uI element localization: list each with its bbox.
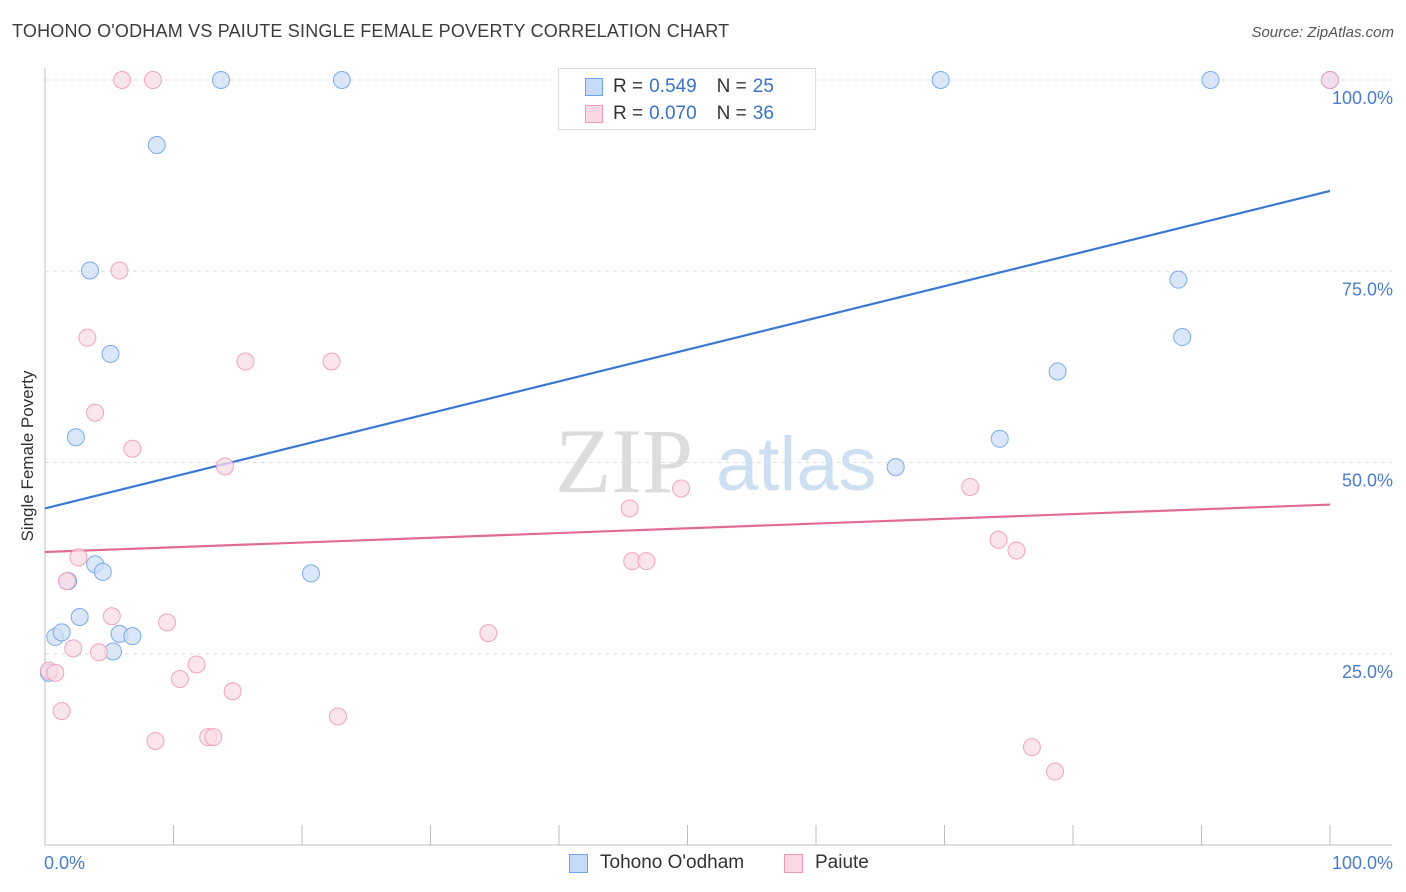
data-point-tohono (66, 428, 85, 447)
bottom-legend: Tohono O'odham Paiute (0, 852, 1406, 876)
data-point-paiute (143, 71, 162, 89)
watermark-atlas: atlas (716, 422, 877, 507)
x-tick-label: 0.0% (44, 853, 85, 873)
data-point-paiute (113, 71, 132, 89)
data-point-paiute (322, 352, 341, 371)
data-point-paiute (146, 731, 165, 750)
data-point-tohono (80, 261, 99, 280)
data-point-tohono (212, 71, 231, 89)
x-tick-label: 100.0% (1332, 853, 1393, 873)
data-point-tohono (301, 564, 320, 583)
y-tick-labels: 25.0% 50.0% 75.0% 100.0% (1332, 88, 1393, 682)
legend-r-label: R = (613, 103, 644, 124)
legend-box: R = 0.549 N = 25 R = 0.070 N = 36 (558, 68, 816, 130)
data-point-tohono (1169, 270, 1188, 289)
bottom-legend-label: Paiute (815, 852, 869, 873)
legend-n-label: N = (716, 103, 747, 124)
data-point-paiute (215, 457, 234, 476)
data-point-paiute (1321, 71, 1339, 89)
legend-row-paiute: R = 0.070 N = 36 (585, 102, 774, 126)
data-point-paiute (89, 643, 108, 662)
data-point-paiute (187, 655, 206, 674)
y-tick-label: 25.0% (1342, 662, 1393, 682)
data-point-paiute (69, 548, 88, 567)
data-point-tohono (70, 608, 89, 627)
trend-lines (44, 189, 1331, 554)
data-point-paiute (46, 663, 65, 682)
data-point-tohono (147, 136, 166, 155)
y-tick-label: 75.0% (1342, 279, 1393, 299)
bottom-legend-tohono: Tohono O'odham (569, 852, 744, 874)
data-point-paiute (57, 572, 76, 591)
data-points (39, 71, 1339, 781)
data-point-tohono (1173, 328, 1192, 347)
data-point-paiute (620, 499, 639, 518)
x-tick-labels: 0.0% 100.0% (44, 853, 1393, 873)
legend-n-label: N = (716, 76, 747, 97)
data-point-tohono (990, 429, 1009, 448)
data-point-paiute (479, 624, 498, 643)
bottom-legend-label: Tohono O'odham (600, 852, 745, 873)
data-point-paiute (637, 552, 656, 571)
data-point-paiute (123, 439, 142, 458)
y-axis-label: Single Female Poverty (18, 370, 37, 542)
data-point-paiute (989, 530, 1008, 549)
legend-r-label: R = (613, 76, 644, 97)
data-point-tohono (123, 627, 142, 646)
data-point-paiute (52, 702, 71, 721)
data-point-paiute (86, 403, 105, 422)
grid-lines (45, 79, 1392, 655)
data-point-paiute (110, 261, 129, 280)
chart-title: TOHONO O'ODHAM VS PAIUTE SINGLE FEMALE P… (12, 21, 730, 41)
legend-swatch-tohono (585, 78, 603, 96)
trend-line (44, 503, 1331, 554)
data-point-paiute (102, 607, 121, 626)
data-point-tohono (886, 458, 905, 477)
y-tick-label: 50.0% (1342, 471, 1393, 491)
data-point-paiute (1022, 738, 1041, 757)
trend-line (44, 189, 1331, 510)
data-point-tohono (1048, 362, 1067, 381)
axes (44, 68, 1392, 846)
source-label: Source: ZipAtlas.com (1251, 24, 1394, 41)
data-point-paiute (158, 613, 177, 632)
data-point-tohono (52, 623, 71, 642)
data-point-paiute (328, 707, 347, 726)
legend-swatch-paiute (585, 105, 603, 123)
data-point-paiute (672, 479, 691, 498)
data-point-paiute (170, 669, 189, 688)
data-point-paiute (1007, 541, 1026, 560)
legend-n-value: 25 (752, 76, 774, 97)
bottom-legend-swatch-tohono (569, 853, 588, 873)
y-tick-label: 100.0% (1332, 88, 1393, 108)
legend-r-value: 0.070 (649, 103, 697, 124)
data-point-tohono (931, 71, 950, 89)
data-point-tohono (1201, 71, 1220, 89)
bottom-legend-paiute: Paiute (784, 852, 869, 874)
data-point-paiute (223, 682, 242, 701)
data-point-paiute (961, 477, 980, 496)
data-point-paiute (236, 352, 255, 371)
data-point-paiute (204, 728, 223, 747)
data-point-paiute (1046, 762, 1065, 781)
watermark-zip: ZIP (555, 410, 693, 512)
data-point-paiute (64, 639, 83, 658)
bottom-legend-swatch-paiute (784, 853, 803, 873)
watermark: ZIP atlas (555, 410, 877, 512)
data-point-tohono (101, 344, 120, 363)
data-point-paiute (78, 328, 97, 347)
data-point-tohono (93, 562, 112, 581)
legend-n-value: 36 (752, 103, 774, 124)
data-point-tohono (332, 71, 351, 89)
legend-r-value: 0.549 (649, 76, 697, 97)
legend-row-tohono: R = 0.549 N = 25 (585, 75, 774, 99)
